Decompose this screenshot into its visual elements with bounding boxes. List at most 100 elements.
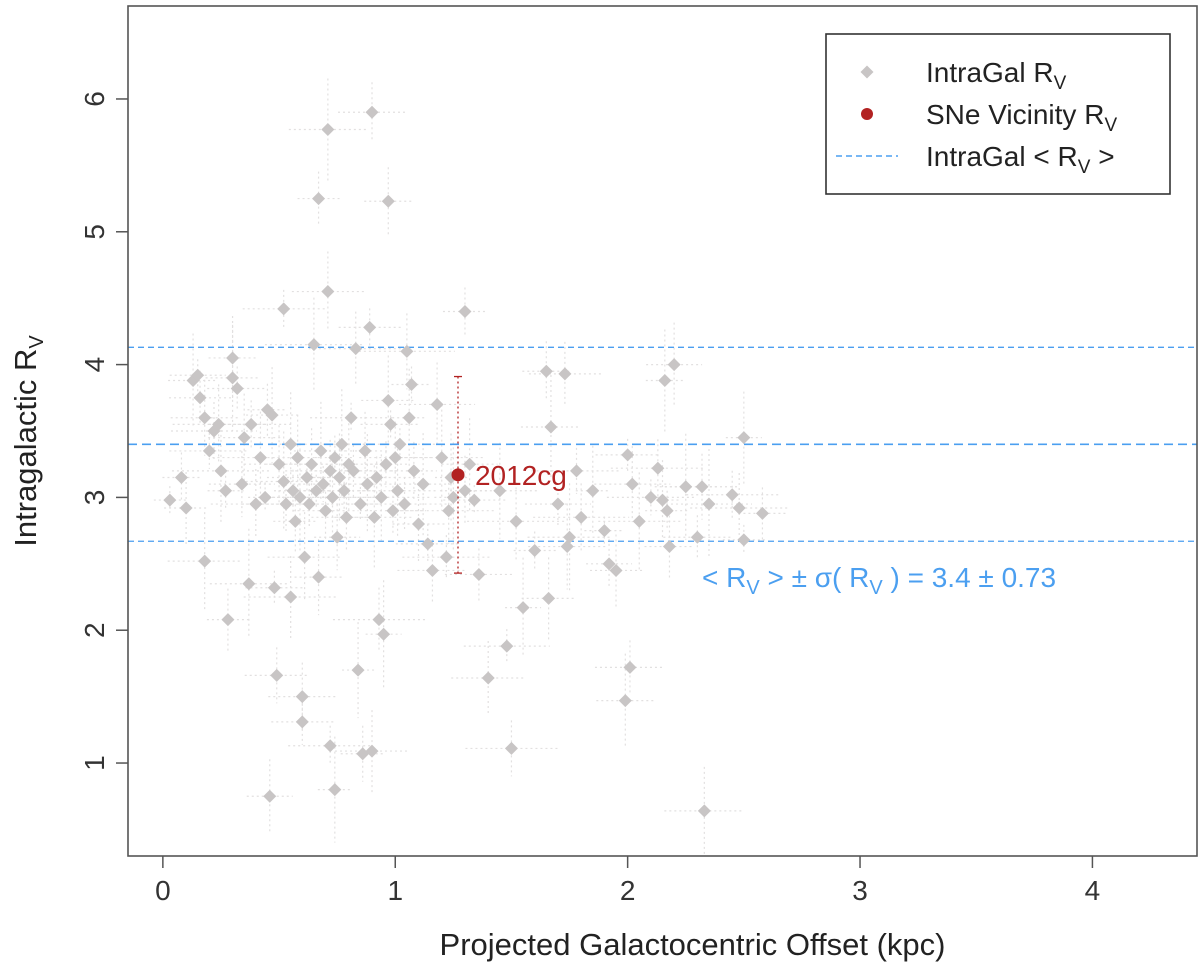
annot-part: ) = 3.4 ± 0.73 [883,562,1056,593]
data-point [277,474,291,488]
data-point [226,371,240,385]
legend-label: SNe Vicinity RV [926,99,1117,136]
data-point [702,497,716,511]
data-point [597,524,611,538]
data-point [563,530,577,544]
data-point [198,554,212,568]
data-point [609,563,623,577]
data-point [174,470,188,484]
data-point [314,444,328,458]
data-point [458,484,472,498]
data-point [398,497,412,511]
x-tick-label: 3 [852,875,868,906]
data-point [625,477,639,491]
data-point [421,537,435,551]
y-axis-title: Intragalactic RV [8,335,48,547]
x-tick-label: 2 [620,875,636,906]
data-point [690,530,704,544]
annot-sub: V [869,577,883,599]
data-point [305,457,319,471]
data-point [346,464,360,478]
data-point [237,431,251,445]
data-point [602,557,616,571]
data-point [516,601,530,615]
data-point [356,747,370,761]
data-point [295,690,309,704]
data-point [330,530,344,544]
data-point [242,577,256,591]
data-point [386,504,400,518]
data-point [226,351,240,365]
x-tick-label: 4 [1085,875,1101,906]
y-tick-label: 4 [79,357,110,373]
data-point [365,105,379,119]
y-tick-label: 1 [79,755,110,771]
y-axis-title-sub: V [26,335,48,349]
data-point [679,480,693,494]
data-point [662,540,676,554]
data-point [300,470,314,484]
data-point [307,338,321,352]
data-point [270,668,284,682]
data-point [358,444,372,458]
data-point [435,451,449,465]
data-point [379,457,393,471]
data-point [328,451,342,465]
data-point [249,497,263,511]
data-point [695,480,709,494]
data-point [328,783,342,797]
data-point [621,448,635,462]
data-point [198,411,212,425]
legend-marker-sne [861,108,873,120]
data-point [319,504,333,518]
data-point [367,510,381,524]
data-point [623,660,637,674]
data-point [651,461,665,475]
data-point [214,464,228,478]
x-tick-label: 0 [155,875,171,906]
data-point [463,457,477,471]
data-point [277,302,291,316]
data-point [295,715,309,729]
data-point [528,544,542,558]
sne-layer: 2012cg [451,375,567,574]
data-point [193,391,207,405]
data-point [286,484,300,498]
data-point [339,510,353,524]
data-point [446,490,460,504]
plot-frame [127,5,1198,857]
mean-lines-layer [128,346,1197,542]
legend-box [825,33,1171,195]
data-point [279,497,293,511]
y-axis-title-main: Intragalactic R [8,349,43,547]
data-point [360,477,374,491]
legend-label: IntraGal RV [926,57,1067,94]
stats-annotation-text: < RV > ± σ( RV ) = 3.4 ± 0.73 [702,562,1056,599]
data-point [725,488,739,502]
x-axis-title: Projected Galactocentric Offset (kpc) [440,927,946,962]
legend-label: IntraGal < RV > [926,141,1115,178]
data-point [539,364,553,378]
data-point [660,504,674,518]
data-point [312,192,326,206]
data-point [618,694,632,708]
data-point [365,744,379,758]
data-point [284,437,298,451]
data-point [377,627,391,641]
data-point [179,501,193,515]
data-point [430,397,444,411]
data-point [323,739,337,753]
legend-label-main: IntraGal R [926,57,1054,88]
data-point [374,490,388,504]
annot-sub: V [746,577,760,599]
data-point [574,510,588,524]
data-point [737,533,751,547]
axes-layer: 0 1 2 3 4 1 2 3 4 5 6 Projected Galactocentric Offs… [8,5,1198,962]
y-tick-label: 3 [79,490,110,506]
legend-label-sub: V [1078,157,1091,178]
data-point [493,484,507,498]
data-point [265,408,279,422]
data-point [316,477,330,491]
